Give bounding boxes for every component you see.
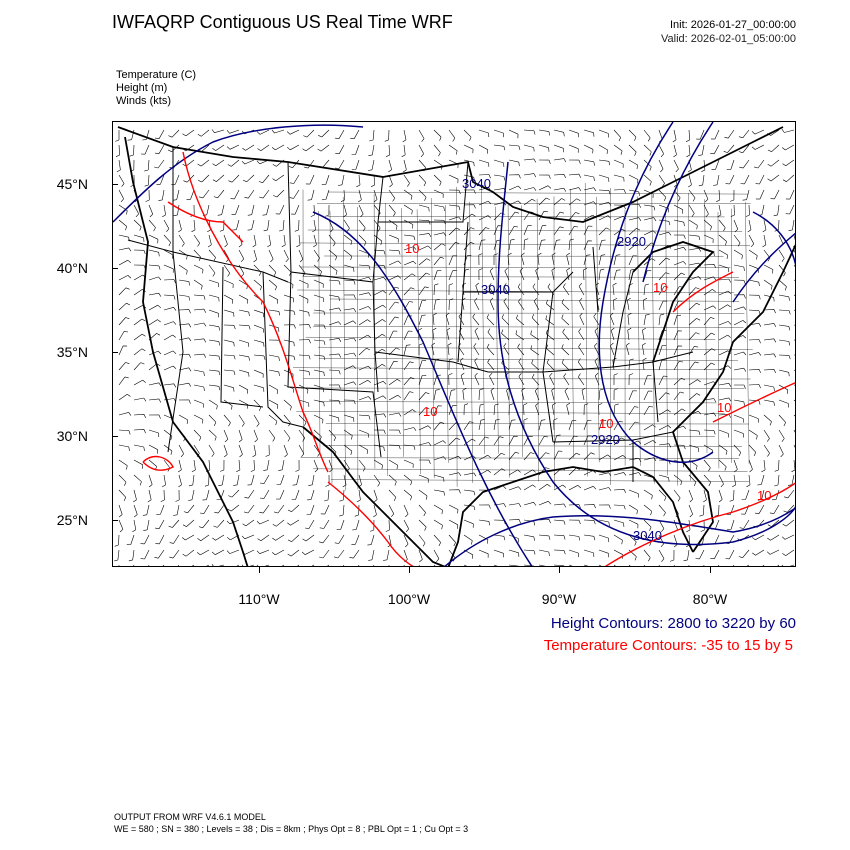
- coastlines-borders: [117, 126, 795, 566]
- init-time: Init: 2026-01-27_00:00:00: [670, 19, 796, 31]
- model-info-line1: OUTPUT FROM WRF V4.6.1 MODEL: [114, 812, 266, 822]
- state-boundaries: [127, 147, 694, 482]
- height-label: 3040: [633, 528, 662, 543]
- map-title: IWFAQRP Contiguous US Real Time WRF: [112, 12, 453, 32]
- temperature-label: 10: [423, 404, 437, 419]
- lat-label: 40°N: [56, 260, 88, 276]
- map-canvas: 3040 2920 3040 2920 3040 10 10 10 10 10 …: [113, 122, 795, 566]
- wind-barbs: [114, 129, 795, 566]
- lat-tick: [112, 184, 118, 185]
- lat-label: 30°N: [56, 428, 88, 444]
- temperature-label: 10: [757, 488, 771, 503]
- lat-tick: [112, 268, 118, 269]
- lon-label: 90°W: [541, 591, 577, 607]
- lat-label: 45°N: [56, 176, 88, 192]
- lat-label: 25°N: [56, 512, 88, 528]
- height-contour-legend: Height Contours: 2800 to 3220 by 60: [550, 615, 796, 632]
- height-label: 2920: [617, 234, 646, 249]
- temperature-contour-labels: 10 10 10 10 10 10: [405, 241, 771, 503]
- lon-tick: [710, 567, 711, 573]
- temperature-label: 10: [717, 400, 731, 415]
- county-grid: [292, 182, 753, 491]
- model-info-line2: WE = 580 ; SN = 380 ; Levels = 38 ; Dis …: [114, 824, 469, 834]
- height-contour-labels: 3040 2920 3040 2920 3040: [462, 176, 662, 543]
- lon-tick: [559, 567, 560, 573]
- temperature-label: 10: [405, 241, 419, 256]
- lon-label: 80°W: [692, 591, 728, 607]
- lat-label: 35°N: [56, 344, 88, 360]
- height-label: 3040: [462, 176, 491, 191]
- lat-tick: [112, 436, 118, 437]
- wind-barb-field: [114, 129, 795, 566]
- county-lines: [292, 182, 753, 491]
- temperature-contours: [142, 151, 795, 566]
- lon-tick: [259, 567, 260, 573]
- lon-label: 100°W: [387, 591, 431, 607]
- temperature-label: 10: [599, 416, 613, 431]
- lat-tick: [112, 520, 118, 521]
- temperature-contour-legend: Temperature Contours: -35 to 15 by 5: [543, 637, 793, 654]
- lon-label: 110°W: [238, 591, 280, 607]
- lat-tick: [112, 352, 118, 353]
- field-label-height: Height (m): [116, 82, 168, 94]
- lon-tick: [409, 567, 410, 573]
- weather-map: 3040 2920 3040 2920 3040 10 10 10 10 10 …: [112, 121, 796, 567]
- height-label: 3040: [481, 282, 510, 297]
- field-label-winds: Winds (kts): [116, 95, 171, 107]
- height-contours: [113, 122, 795, 566]
- temperature-label: 10: [653, 280, 667, 295]
- height-label: 2920: [591, 432, 620, 447]
- valid-time: Valid: 2026-02-01_05:00:00: [661, 33, 796, 45]
- field-label-temperature: Temperature (C): [116, 69, 197, 81]
